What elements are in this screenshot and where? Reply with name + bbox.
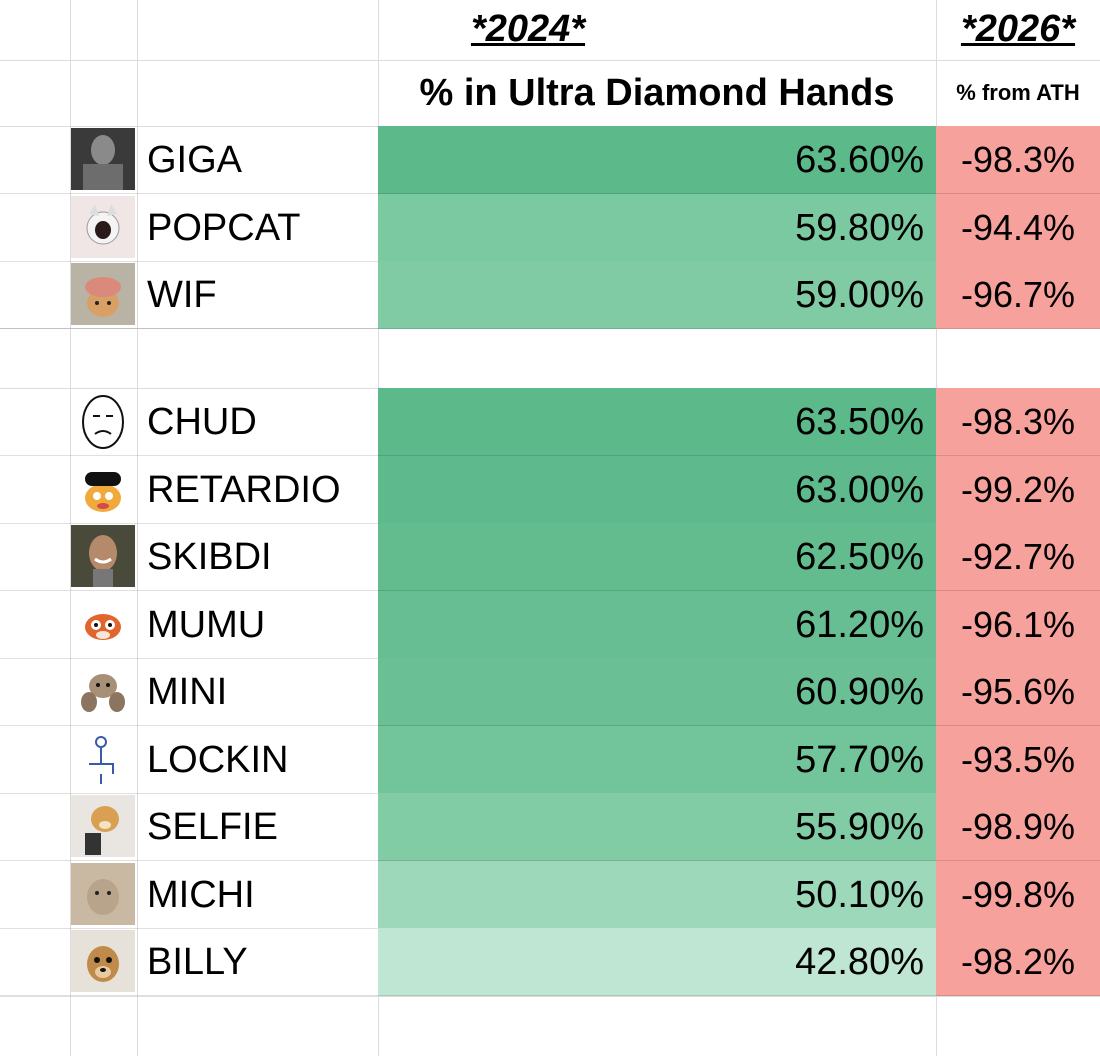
diamond-hands-cell[interactable]: 63.50%	[378, 388, 936, 456]
token-name-cell[interactable]: LOCKIN	[147, 738, 289, 781]
header-year-2026[interactable]: *2026*	[960, 8, 1076, 50]
token-name-cell[interactable]: POPCAT	[147, 206, 301, 249]
diamond-hands-cell[interactable]: 62.50%	[378, 523, 936, 591]
chud-face-avatar-icon	[71, 390, 135, 454]
row-divider	[0, 725, 1100, 726]
header-diamond-hands[interactable]: % in Ultra Diamond Hands	[419, 72, 895, 114]
from-ath-cell[interactable]: -96.1%	[936, 591, 1100, 659]
from-ath-cell[interactable]: -93.5%	[936, 726, 1100, 794]
mumu-bull-avatar-icon	[71, 593, 135, 657]
gridline	[0, 996, 1100, 997]
row-divider	[0, 455, 1100, 456]
billy-dog-avatar-icon	[71, 930, 135, 994]
row-divider	[0, 590, 1100, 591]
token-name-cell[interactable]: MINI	[147, 670, 228, 713]
diamond-hands-cell[interactable]: 63.00%	[378, 456, 936, 524]
popcat-avatar-icon	[71, 196, 135, 260]
michi-cat-avatar-icon	[71, 863, 135, 927]
from-ath-cell[interactable]: -98.3%	[936, 126, 1100, 194]
diamond-hands-cell[interactable]: 61.20%	[378, 591, 936, 659]
from-ath-cell[interactable]: -92.7%	[936, 523, 1100, 591]
mini-creature-avatar-icon	[71, 660, 135, 724]
row-divider	[0, 995, 1100, 996]
token-name-cell[interactable]: WIF	[147, 273, 217, 316]
token-name-cell[interactable]: MUMU	[147, 603, 266, 646]
token-name-cell[interactable]: GIGA	[147, 138, 243, 181]
header-year-2024[interactable]: *2024*	[470, 8, 586, 50]
diamond-hands-cell[interactable]: 60.90%	[378, 658, 936, 726]
token-name-cell[interactable]: CHUD	[147, 400, 257, 443]
skibidi-avatar-icon	[71, 525, 135, 589]
row-divider	[0, 860, 1100, 861]
dog-with-hat-avatar-icon	[71, 263, 135, 327]
diamond-hands-cell[interactable]: 50.10%	[378, 861, 936, 929]
token-name-cell[interactable]: BILLY	[147, 940, 248, 983]
diamond-hands-cell[interactable]: 57.70%	[378, 726, 936, 794]
row-divider	[0, 193, 1100, 194]
row-divider	[0, 328, 1100, 329]
diamond-hands-cell[interactable]: 63.60%	[378, 126, 936, 194]
gridline	[0, 60, 1100, 61]
gridline	[70, 0, 71, 1056]
header-from-ath[interactable]: % from ATH	[956, 80, 1080, 105]
selfie-dog-avatar-icon	[71, 795, 135, 859]
from-ath-cell[interactable]: -96.7%	[936, 261, 1100, 329]
from-ath-cell[interactable]: -95.6%	[936, 658, 1100, 726]
from-ath-cell[interactable]: -98.2%	[936, 928, 1100, 996]
retardio-avatar-icon	[71, 458, 135, 522]
lockin-chair-avatar-icon	[71, 728, 135, 792]
from-ath-cell[interactable]: -94.4%	[936, 194, 1100, 262]
diamond-hands-cell[interactable]: 59.00%	[378, 261, 936, 329]
from-ath-cell[interactable]: -99.8%	[936, 861, 1100, 929]
from-ath-cell[interactable]: -98.9%	[936, 793, 1100, 861]
diamond-hands-cell[interactable]: 59.80%	[378, 194, 936, 262]
diamond-hands-cell[interactable]: 42.80%	[378, 928, 936, 996]
from-ath-cell[interactable]: -99.2%	[936, 456, 1100, 524]
token-name-cell[interactable]: MICHI	[147, 873, 255, 916]
gridline	[137, 0, 138, 1056]
giga-chad-avatar-icon	[71, 128, 135, 192]
token-name-cell[interactable]: SELFIE	[147, 805, 278, 848]
diamond-hands-cell[interactable]: 55.90%	[378, 793, 936, 861]
from-ath-cell[interactable]: -98.3%	[936, 388, 1100, 456]
token-name-cell[interactable]: RETARDIO	[147, 468, 341, 511]
token-name-cell[interactable]: SKIBDI	[147, 535, 272, 578]
